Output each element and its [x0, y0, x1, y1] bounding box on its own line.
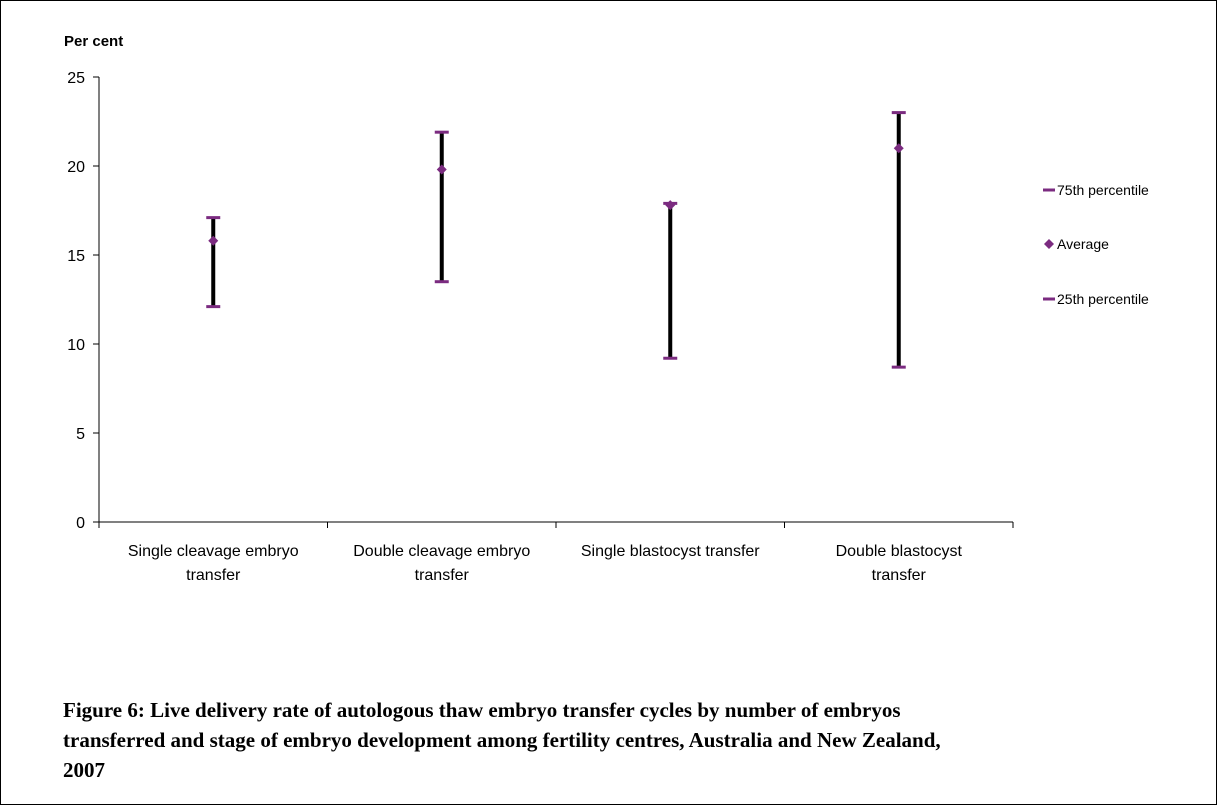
figure-caption: Figure 6: Live delivery rate of autologo… — [63, 698, 941, 782]
legend-label-average: Average — [1057, 236, 1109, 252]
x-category-label: transfer — [415, 567, 470, 584]
y-tick-label: 20 — [67, 159, 85, 176]
y-tick-label: 5 — [76, 426, 85, 443]
y-tick-label: 0 — [76, 515, 85, 532]
range-chart: Per cent 0 5 10 15 20 25 Single cleavage embryo… — [64, 33, 1149, 584]
legend-label-p25: 25th percentile — [1057, 291, 1149, 307]
x-category-label: Double cleavage embryo — [353, 543, 530, 560]
average-marker — [893, 143, 904, 154]
average-marker — [208, 235, 219, 246]
average-marker — [436, 164, 447, 175]
x-category-label: Single cleavage embryo — [128, 543, 299, 560]
y-tick-label: 15 — [67, 248, 85, 265]
y-axis-label: Per cent — [64, 33, 123, 50]
average-marker — [665, 200, 676, 211]
y-tick-label: 10 — [67, 337, 85, 354]
x-category-label: transfer — [872, 567, 927, 584]
x-category-label: Single blastocyst transfer — [581, 543, 760, 560]
x-category-label: Double blastocyst — [836, 543, 963, 560]
y-tick-label: 25 — [67, 70, 85, 87]
legend-swatch-average — [1044, 239, 1054, 249]
legend-label-p75: 75th percentile — [1057, 182, 1149, 198]
x-category-label: transfer — [186, 567, 241, 584]
